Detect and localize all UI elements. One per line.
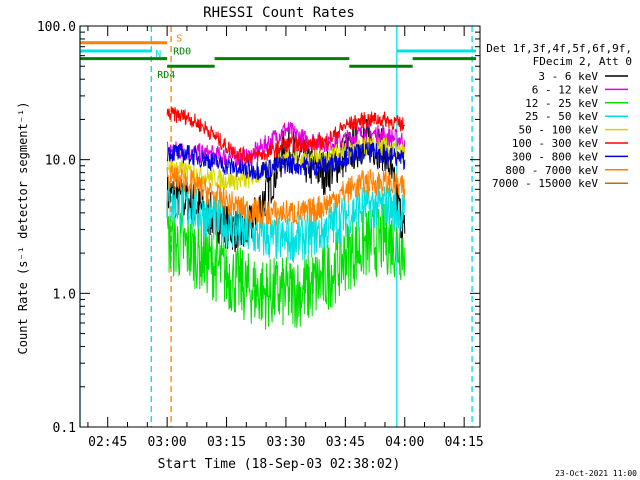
series-line [166, 106, 405, 165]
x-tick-label: 03:15 [207, 435, 246, 450]
legend-entry-label: 100 - 300 keV [512, 137, 598, 150]
flag-label-rd4: RD4 [157, 70, 175, 81]
y-tick-label: 100.0 [37, 20, 76, 35]
x-tick-label: 02:45 [88, 435, 127, 450]
legend-entry-label: 50 - 100 keV [519, 124, 599, 137]
series-line [166, 201, 406, 330]
series-line [166, 165, 406, 226]
legend-entry-label: 300 - 800 keV [512, 150, 598, 163]
x-tick-label: 04:15 [445, 435, 484, 450]
series-lines [166, 106, 406, 330]
legend-header-line-1: Det 1f,3f,4f,5f,6f,9f, [486, 42, 632, 55]
flag-label-n: N [155, 49, 161, 60]
legend-entry-label: 12 - 25 keV [525, 97, 598, 110]
legend-entry-label: 7000 - 15000 keV [492, 177, 598, 190]
axes: 0.1 1.0 10.0 100.0 02:45 03:00 03:15 03:30 03:45… [37, 20, 484, 450]
legend-entry-label: 3 - 6 keV [538, 70, 598, 83]
legend-header-line-2: FDecim 2, Att 0 [533, 55, 632, 68]
series-line [166, 142, 406, 181]
y-tick-label: 1.0 [53, 287, 76, 302]
flag-label-s: S [176, 34, 182, 45]
date-stamp: 23-Oct-2021 11:00 [555, 469, 637, 478]
legend-entry-label: 800 - 7000 keV [505, 164, 598, 177]
y-axis-label: Count Rate (s⁻¹ detector segment⁻¹) [16, 102, 30, 355]
flag-label-rd0: RD0 [173, 47, 191, 58]
x-axis-label: Start Time (18-Sep-03 02:38:02) [158, 457, 401, 472]
series-line [166, 121, 406, 168]
x-tick-label: 04:00 [385, 435, 424, 450]
legend-entry-label: 6 - 12 keV [532, 83, 599, 96]
y-tick-label: 0.1 [53, 421, 76, 436]
y-tick-label: 10.0 [45, 154, 76, 169]
legend: Det 1f,3f,4f,5f,6f,9f, FDecim 2, Att 0 3… [486, 42, 632, 190]
flag-bars: S N RD0 RD4 [80, 34, 477, 81]
x-tick-label: 03:30 [266, 435, 305, 450]
chart-title: RHESSI Count Rates [203, 5, 355, 21]
plot-frame [79, 25, 481, 428]
x-tick-label: 03:00 [148, 435, 187, 450]
legend-entry-label: 25 - 50 keV [525, 110, 598, 123]
x-tick-label: 03:45 [326, 435, 365, 450]
